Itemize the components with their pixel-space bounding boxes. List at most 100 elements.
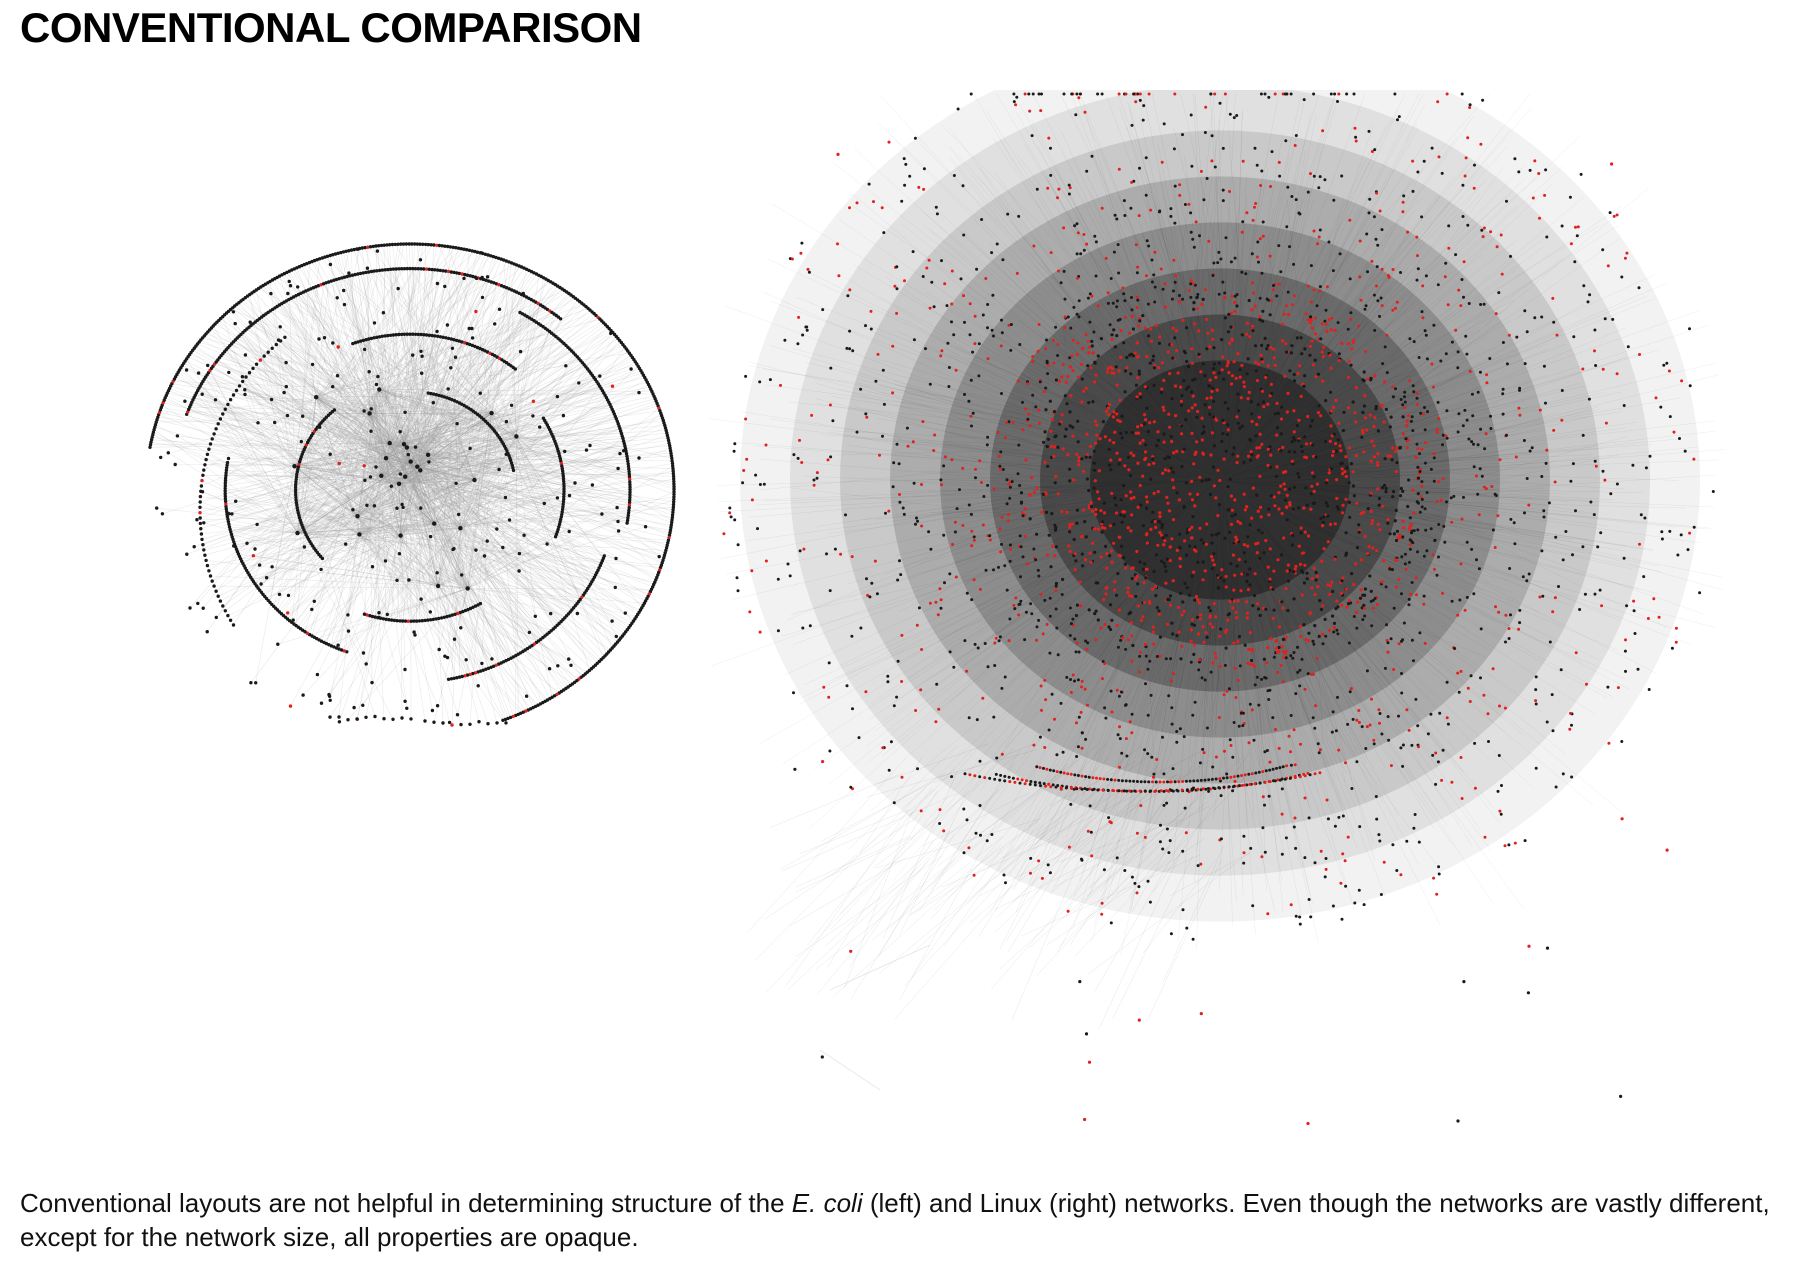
ecoli-hub-node <box>489 410 494 416</box>
linux-node <box>1060 593 1064 596</box>
ecoli-node <box>203 553 207 557</box>
ecoli-node <box>668 446 672 450</box>
linux-node <box>1401 743 1405 747</box>
linux-node <box>1162 772 1166 776</box>
ecoli-node <box>494 282 499 286</box>
linux-node-highlight <box>1106 406 1110 410</box>
linux-node-highlight <box>1354 139 1358 143</box>
linux-node-highlight <box>1162 780 1166 784</box>
ecoli-node <box>441 269 445 273</box>
linux-node <box>939 606 943 610</box>
ecoli-node <box>375 249 380 253</box>
linux-node-highlight <box>1200 438 1204 442</box>
linux-node <box>776 629 780 633</box>
linux-node-highlight <box>1391 385 1395 389</box>
linux-node <box>1069 622 1073 626</box>
linux-node <box>1062 269 1066 273</box>
linux-node-highlight <box>1231 553 1235 557</box>
linux-node <box>1601 248 1605 252</box>
linux-node <box>1192 652 1196 657</box>
ecoli-node <box>538 425 542 429</box>
linux-node-highlight <box>943 282 947 286</box>
linux-node <box>1560 389 1564 392</box>
linux-node-highlight <box>938 587 942 591</box>
linux-node-highlight <box>940 483 943 487</box>
linux-node-highlight <box>1298 625 1303 629</box>
linux-node-highlight <box>1196 492 1200 496</box>
linux-node <box>741 481 745 485</box>
linux-node <box>1120 414 1124 418</box>
linux-node-highlight <box>1306 771 1310 775</box>
linux-node <box>1312 475 1316 479</box>
linux-node <box>1188 544 1192 548</box>
ecoli-node-highlight <box>497 283 501 287</box>
ecoli-node <box>457 271 462 276</box>
linux-node-highlight <box>950 269 954 273</box>
linux-node-highlight <box>1420 447 1424 451</box>
linux-node <box>963 393 966 396</box>
linux-node <box>1463 408 1467 412</box>
linux-node-highlight <box>1057 187 1061 191</box>
linux-node <box>1467 302 1471 305</box>
linux-node-highlight <box>1077 463 1081 467</box>
ecoli-hub-node <box>432 521 437 526</box>
linux-node-highlight <box>1269 185 1272 188</box>
linux-node <box>1291 533 1295 537</box>
linux-node-highlight <box>1245 611 1249 615</box>
linux-node <box>1399 271 1402 274</box>
ecoli-node <box>464 658 468 662</box>
linux-node <box>881 434 884 438</box>
linux-node <box>1182 447 1186 451</box>
linux-node-highlight <box>1094 638 1098 642</box>
linux-node <box>1534 766 1538 770</box>
linux-node <box>942 464 946 468</box>
ecoli-node <box>363 245 367 250</box>
linux-node-highlight <box>1409 592 1413 596</box>
linux-node-highlight <box>1382 559 1386 563</box>
ecoli-node <box>671 510 675 514</box>
linux-node-highlight <box>1117 92 1121 96</box>
linux-node <box>1191 237 1195 241</box>
linux-node-highlight <box>1340 603 1344 608</box>
linux-node <box>1231 755 1235 759</box>
linux-node <box>1615 482 1619 486</box>
linux-node-highlight <box>1316 242 1320 246</box>
linux-node-highlight <box>1284 586 1288 591</box>
ecoli-node <box>411 332 415 336</box>
ecoli-node <box>374 244 378 248</box>
linux-node-highlight <box>1127 789 1131 793</box>
ecoli-hub-node <box>465 586 470 591</box>
linux-node-highlight <box>921 420 925 424</box>
linux-node <box>982 495 986 498</box>
linux-node-highlight <box>1043 460 1047 464</box>
linux-node <box>1132 92 1136 96</box>
ecoli-node <box>382 717 386 721</box>
linux-node-highlight <box>1172 486 1176 490</box>
linux-node-highlight <box>1192 570 1196 574</box>
linux-node <box>1173 336 1177 340</box>
linux-node <box>1003 564 1007 568</box>
linux-node <box>1167 851 1171 855</box>
linux-node-highlight <box>1358 275 1362 279</box>
linux-node <box>1068 410 1072 414</box>
ecoli-node <box>507 260 511 264</box>
linux-node <box>1173 780 1177 784</box>
ecoli-node <box>451 245 455 249</box>
linux-node <box>1031 393 1035 397</box>
linux-node-highlight <box>1226 428 1230 432</box>
linux-node-highlight <box>1196 787 1200 791</box>
linux-node-highlight <box>1446 303 1450 307</box>
linux-node-highlight <box>1158 780 1162 784</box>
linux-node <box>1153 300 1157 304</box>
linux-edges <box>708 93 1725 1091</box>
linux-node <box>1211 274 1215 277</box>
linux-node-highlight <box>968 302 972 306</box>
linux-node <box>938 822 942 825</box>
ecoli-node <box>457 512 461 517</box>
ecoli-node <box>625 521 629 525</box>
linux-node <box>1467 437 1471 441</box>
linux-node <box>1405 839 1409 843</box>
linux-node <box>1181 600 1185 604</box>
linux-node <box>1433 539 1437 542</box>
linux-node-highlight <box>1298 562 1303 566</box>
